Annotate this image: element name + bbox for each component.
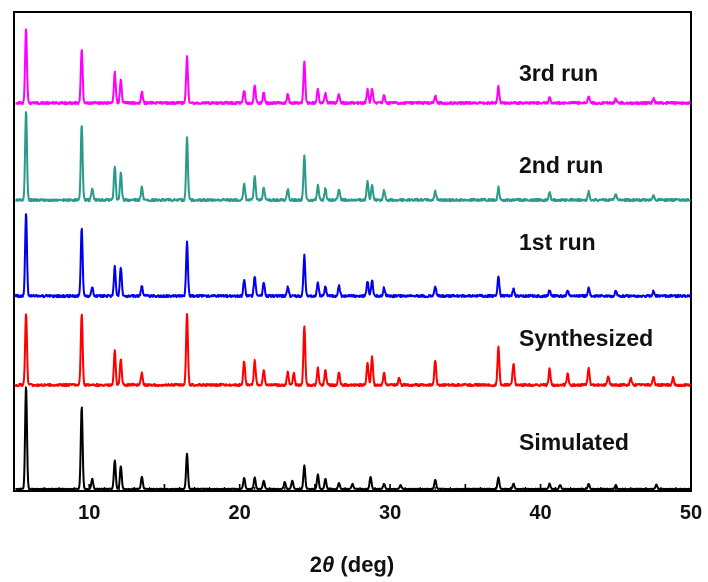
x-tick-label-10: 10 xyxy=(78,502,100,524)
series-line-3rd-run xyxy=(14,28,692,106)
series-label-2nd-run: 2nd run xyxy=(519,152,603,178)
series-line-1st-run xyxy=(14,213,692,299)
series-line-simulated xyxy=(14,386,692,491)
x-axis-title: 2θ (deg) xyxy=(310,552,394,577)
series-group xyxy=(14,28,692,491)
x-tick-group: 10 20 30 40 50 xyxy=(13,484,702,524)
x-tick-label-30: 30 xyxy=(379,502,401,524)
plot-frame xyxy=(13,11,692,492)
series-label-synthesized: Synthesized xyxy=(519,325,653,351)
series-label-group: Simulated Synthesized 1st run 2nd run 3rd ru… xyxy=(519,60,653,455)
series-label-1st-run: 1st run xyxy=(519,229,596,255)
series-label-simulated: Simulated xyxy=(519,429,629,455)
x-tick-label-40: 40 xyxy=(529,502,551,524)
series-label-3rd-run: 3rd run xyxy=(519,60,598,86)
x-tick-label-20: 20 xyxy=(229,502,251,524)
series-line-synthesized xyxy=(14,312,692,388)
series-line-2nd-run xyxy=(14,111,692,203)
x-tick-label-50: 50 xyxy=(680,502,702,524)
